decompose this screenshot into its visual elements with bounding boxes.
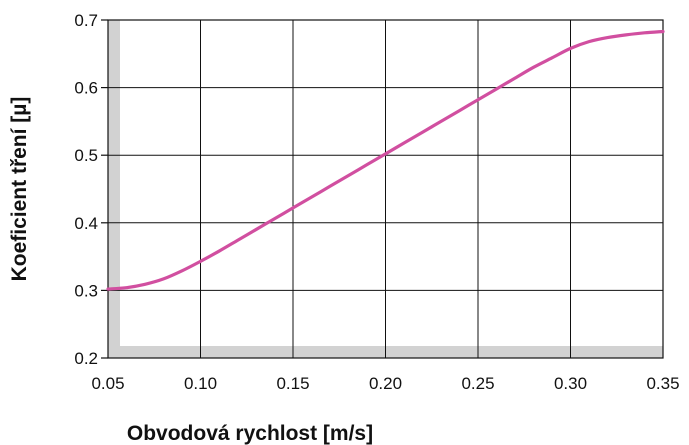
series-layer	[106, 29, 665, 291]
x-tick-label: 0.30	[554, 374, 587, 393]
x-tick-label: 0.25	[461, 374, 494, 393]
series-line	[106, 29, 665, 291]
tick-labels: 0.05 0.10 0.15 0.20 0.25 0.30 0.35 0.2 0.3 0.4 0.5…	[74, 11, 679, 393]
y-tick-label: 0.5	[74, 146, 98, 165]
y-tick-label: 0.7	[74, 11, 98, 30]
y-tick-label: 0.3	[74, 281, 98, 300]
y-axis-title: Koeficient tření [µ]	[8, 97, 31, 282]
y-tick-label: 0.2	[74, 349, 98, 368]
x-tick-label: 0.20	[369, 374, 402, 393]
plot-left-band	[108, 20, 120, 358]
grid	[108, 20, 663, 358]
x-tick-label: 0.05	[91, 374, 124, 393]
plot-frame	[107, 19, 664, 359]
x-axis-title: Obvodová rychlost [m/s]	[127, 422, 373, 445]
y-tick-label: 0.4	[74, 214, 98, 233]
y-tick-label: 0.6	[74, 79, 98, 98]
x-tick-label: 0.10	[184, 374, 217, 393]
x-tick-label: 0.15	[276, 374, 309, 393]
x-tick-label: 0.35	[646, 374, 679, 393]
